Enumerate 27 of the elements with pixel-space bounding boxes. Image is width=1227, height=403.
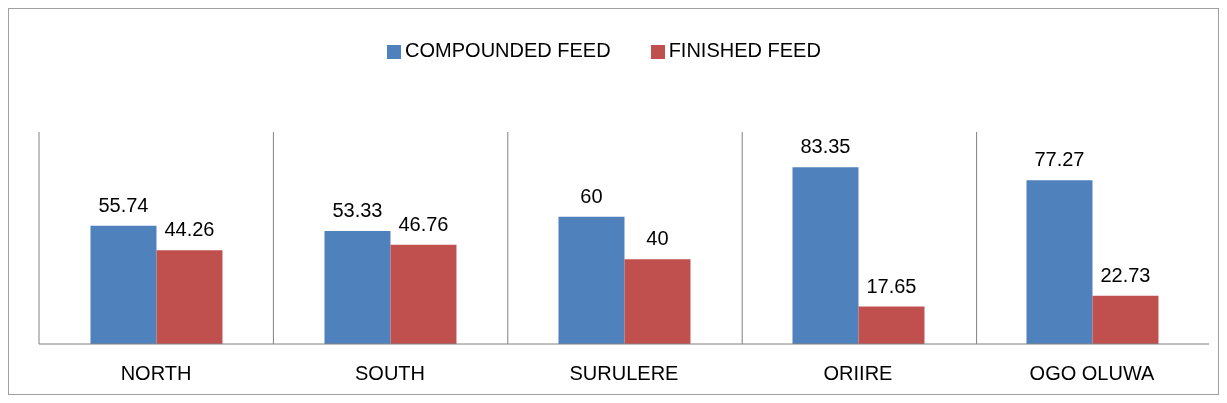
legend-label: FINISHED FEED — [668, 39, 821, 61]
data-label: 22.73 — [1100, 263, 1151, 286]
bar — [792, 167, 859, 344]
bar — [156, 250, 223, 344]
data-label: 77.27 — [1034, 148, 1085, 171]
data-label: 53.33 — [332, 198, 383, 221]
bar — [90, 225, 157, 344]
data-label: 83.35 — [800, 135, 851, 158]
data-label: 44.26 — [164, 218, 215, 241]
bar — [624, 259, 691, 344]
data-label: 40 — [646, 227, 669, 250]
data-label: 55.74 — [98, 193, 149, 216]
x-tick-label: ORIIRE — [823, 362, 893, 385]
bar — [1026, 180, 1093, 344]
x-tick-label: SURULERE — [569, 362, 679, 385]
data-label: 46.76 — [398, 212, 449, 235]
data-label: 60 — [580, 184, 603, 207]
legend-label: COMPOUNDED FEED — [405, 39, 611, 61]
bar — [324, 230, 391, 344]
bar — [858, 306, 925, 344]
x-tick-label: SOUTH — [355, 362, 425, 385]
bar — [390, 244, 457, 344]
data-label: 17.65 — [866, 274, 917, 297]
bar — [558, 216, 625, 344]
x-tick-label: NORTH — [120, 362, 192, 385]
bar — [1092, 295, 1159, 344]
x-tick-label: OGO OLUWA — [1029, 362, 1156, 385]
